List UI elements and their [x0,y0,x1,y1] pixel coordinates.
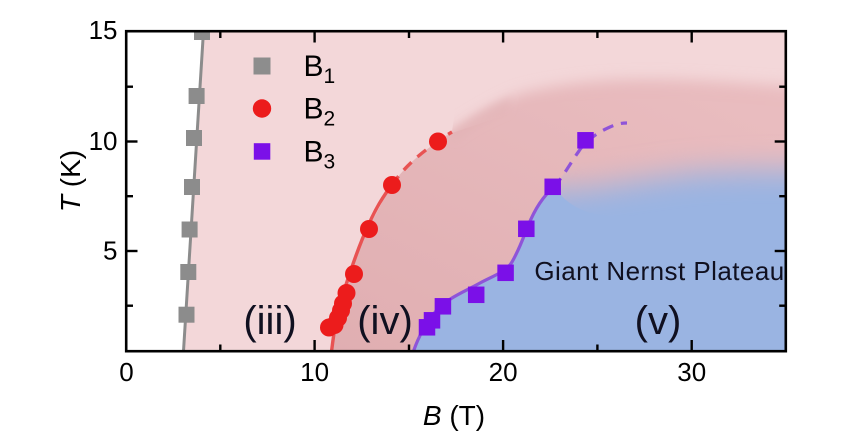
svg-text:30: 30 [677,357,706,387]
svg-text:B1: B1 [304,50,336,88]
svg-text:(iv): (iv) [357,299,413,343]
svg-text:0: 0 [119,357,133,387]
svg-text:T (K): T (K) [55,150,86,212]
svg-text:20: 20 [489,357,518,387]
svg-text:15: 15 [89,15,118,45]
svg-text:10: 10 [89,126,118,156]
svg-text:B (T): B (T) [423,400,485,431]
svg-text:(iii): (iii) [243,299,296,343]
svg-text:5: 5 [103,236,117,266]
svg-text:(v): (v) [635,299,682,343]
svg-text:10: 10 [300,357,329,387]
svg-text:Giant Nernst Plateau: Giant Nernst Plateau [534,256,784,286]
